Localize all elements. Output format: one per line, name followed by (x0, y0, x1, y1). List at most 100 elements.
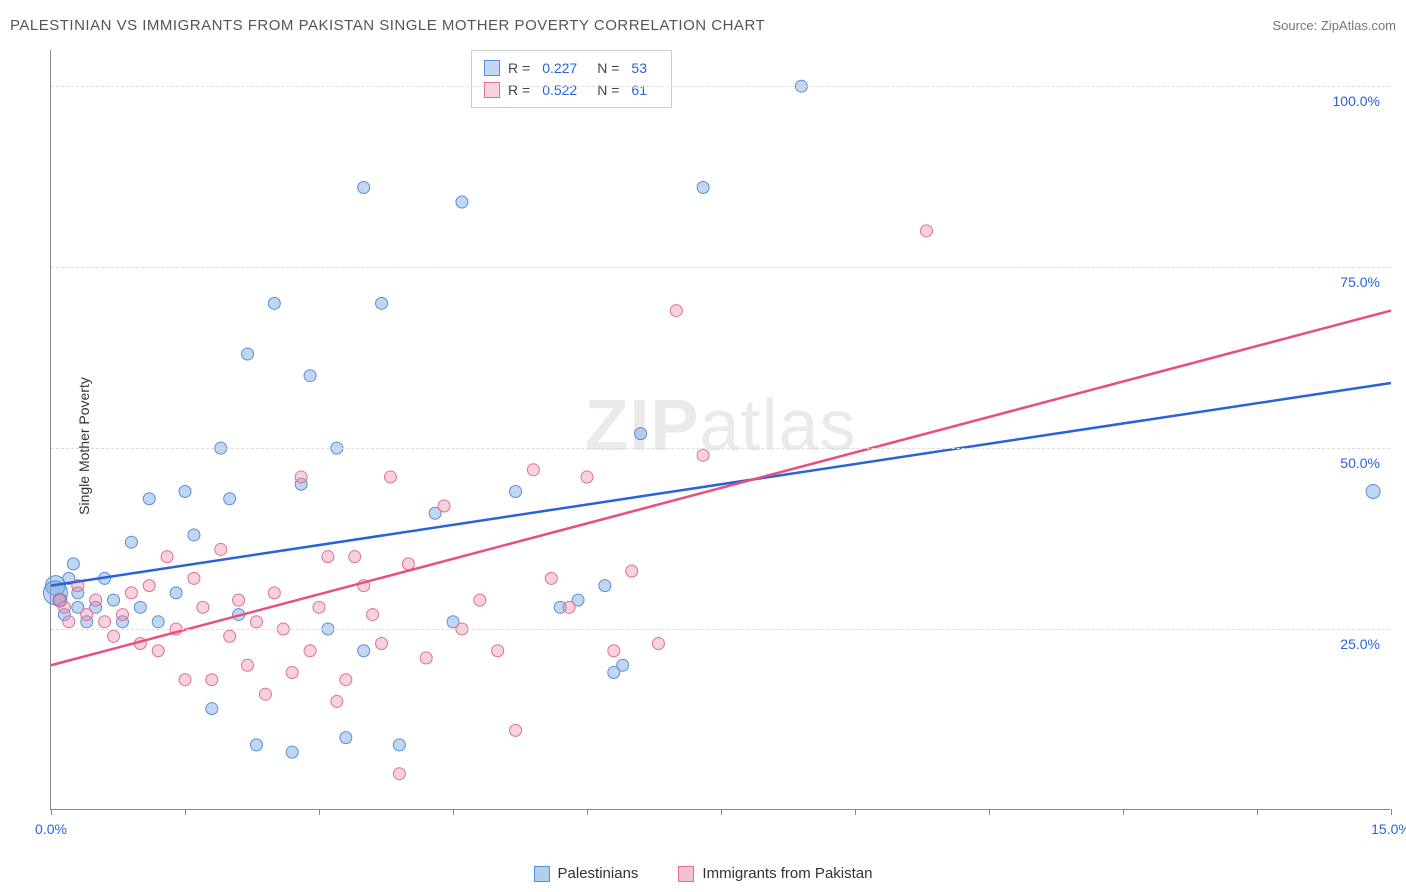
r-value: 0.227 (542, 60, 577, 76)
data-point (376, 297, 388, 309)
data-point (510, 486, 522, 498)
x-tick-label: 15.0% (1371, 821, 1406, 837)
n-value: 61 (631, 82, 647, 98)
legend-swatch (484, 82, 500, 98)
data-point (652, 638, 664, 650)
x-tick (989, 809, 990, 815)
data-point (581, 471, 593, 483)
data-point (170, 587, 182, 599)
data-point (617, 659, 629, 671)
data-point (358, 182, 370, 194)
data-point (268, 297, 280, 309)
data-point (295, 471, 307, 483)
data-point (438, 500, 450, 512)
grid-line (51, 267, 1390, 268)
x-tick (319, 809, 320, 815)
data-point (384, 471, 396, 483)
x-tick (453, 809, 454, 815)
data-point (268, 587, 280, 599)
data-point (697, 182, 709, 194)
data-point (340, 674, 352, 686)
data-point (179, 674, 191, 686)
data-point (134, 601, 146, 613)
data-point (108, 630, 120, 642)
bottom-legend-item: Immigrants from Pakistan (678, 865, 872, 882)
r-label: R = (508, 60, 530, 76)
data-point (358, 645, 370, 657)
stats-legend-row: R = 0.522 N = 61 (484, 79, 659, 101)
grid-line (51, 629, 1390, 630)
data-point (179, 486, 191, 498)
n-label: N = (597, 82, 619, 98)
data-point (286, 746, 298, 758)
data-point (626, 565, 638, 577)
data-point (331, 695, 343, 707)
data-point (340, 732, 352, 744)
data-point (242, 348, 254, 360)
data-point (67, 558, 79, 570)
data-point (635, 428, 647, 440)
data-point (545, 572, 557, 584)
bottom-legend-item: Palestinians (534, 865, 639, 882)
data-point (81, 609, 93, 621)
data-point (125, 587, 137, 599)
data-point (304, 370, 316, 382)
n-value: 53 (631, 60, 647, 76)
data-point (393, 739, 405, 751)
data-point (206, 703, 218, 715)
n-label: N = (597, 60, 619, 76)
data-point (563, 601, 575, 613)
grid-line (51, 86, 1390, 87)
x-tick (1123, 809, 1124, 815)
data-point (420, 652, 432, 664)
data-point (920, 225, 932, 237)
plot-svg (51, 50, 1390, 809)
data-point (116, 609, 128, 621)
data-point (474, 594, 486, 606)
data-point (143, 493, 155, 505)
data-point (197, 601, 209, 613)
data-point (152, 645, 164, 657)
x-tick-label: 0.0% (35, 821, 67, 837)
legend-label: Palestinians (558, 865, 639, 882)
title-bar: PALESTINIAN VS IMMIGRANTS FROM PAKISTAN … (10, 10, 1396, 40)
legend-swatch (678, 866, 694, 882)
plot-region: ZIPatlas R =0.227N =53R =0.522N =61 25.0… (50, 50, 1390, 810)
legend-swatch (534, 866, 550, 882)
legend-swatch (484, 60, 500, 76)
x-tick (1391, 809, 1392, 815)
y-tick-label: 100.0% (1333, 93, 1380, 109)
stats-legend-row: R = 0.227 N = 53 (484, 57, 659, 79)
data-point (250, 616, 262, 628)
data-point (697, 449, 709, 461)
data-point (527, 464, 539, 476)
data-point (224, 493, 236, 505)
legend-label: Immigrants from Pakistan (702, 865, 872, 882)
data-point (99, 616, 111, 628)
data-point (313, 601, 325, 613)
r-value: 0.522 (542, 82, 577, 98)
r-label: R = (508, 82, 530, 98)
grid-line (51, 448, 1390, 449)
data-point (322, 551, 334, 563)
stats-legend: R = 0.227 N = 53 R = 0.522 N = 61 (471, 50, 672, 108)
y-tick-label: 25.0% (1340, 636, 1380, 652)
data-point (206, 674, 218, 686)
x-tick (1257, 809, 1258, 815)
data-point (510, 724, 522, 736)
data-point (1366, 485, 1380, 499)
data-point (215, 543, 227, 555)
data-point (608, 645, 620, 657)
y-tick-label: 75.0% (1340, 274, 1380, 290)
data-point (152, 616, 164, 628)
x-tick (51, 809, 52, 815)
bottom-legend: Palestinians Immigrants from Pakistan (0, 865, 1406, 882)
data-point (233, 594, 245, 606)
data-point (242, 659, 254, 671)
x-tick (185, 809, 186, 815)
source-label: Source: ZipAtlas.com (1272, 18, 1396, 33)
data-point (90, 594, 102, 606)
data-point (143, 580, 155, 592)
data-point (259, 688, 271, 700)
data-point (108, 594, 120, 606)
